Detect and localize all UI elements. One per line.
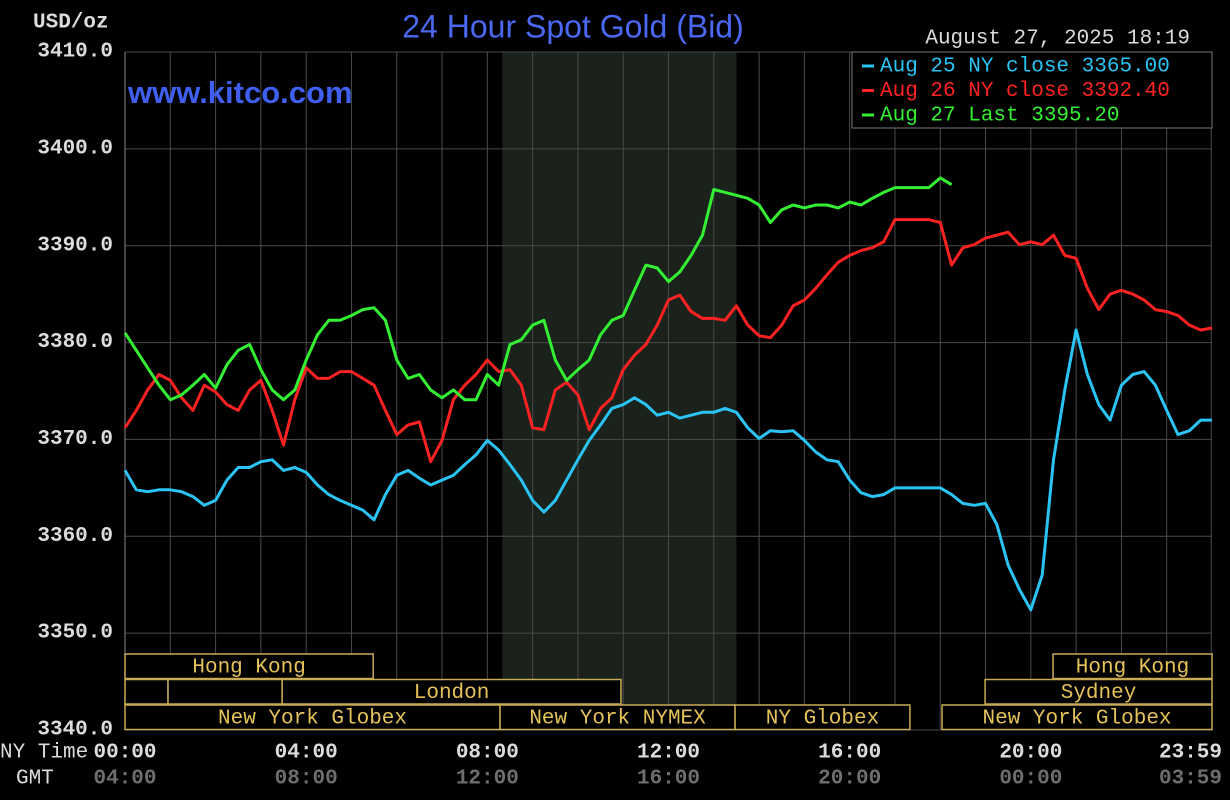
session-label: New York Globex — [983, 708, 1172, 731]
session-label: Hong Kong — [192, 657, 305, 680]
x2-tick-label: 16:00 — [637, 768, 700, 791]
x-tick-label: 08:00 — [456, 742, 519, 765]
legend-label: Aug 26 NY close 3392.40 — [880, 80, 1170, 103]
session-label: Sydney — [1061, 682, 1137, 705]
y-tick-label: 3400.0 — [37, 137, 113, 160]
y-axis-label: USD/oz — [33, 12, 109, 35]
x2-tick-label: 00:00 — [999, 768, 1062, 791]
y-tick-label: 3360.0 — [37, 525, 113, 548]
session-box — [499, 704, 736, 731]
series-line — [123, 176, 953, 402]
series-line — [123, 218, 1213, 464]
session-box — [1052, 653, 1213, 680]
session-box — [124, 653, 374, 680]
x-tick-label: 20:00 — [999, 742, 1062, 765]
session-label: Hong Kong — [1076, 657, 1189, 680]
y-tick-label: 3340.0 — [37, 719, 113, 742]
session-box — [124, 704, 501, 731]
y-tick-label: 3410.0 — [37, 41, 113, 64]
x2-tick-label: 04:00 — [93, 768, 156, 791]
legend-label: Aug 25 NY close 3365.00 — [880, 56, 1170, 79]
x2-tick-label: 03:59 — [1159, 768, 1222, 791]
session-label: London — [414, 682, 490, 705]
x2-tick-label: 08:00 — [275, 768, 338, 791]
x-tick-label: 23:59 — [1159, 742, 1222, 765]
x2-tick-label: 20:00 — [818, 768, 881, 791]
watermark: www.kitco.com — [127, 75, 353, 110]
session-box — [734, 704, 911, 731]
session-box — [124, 678, 169, 705]
session-label: New York NYMEX — [529, 708, 706, 731]
x-axis-label: NY Time — [0, 742, 88, 765]
x-tick-label: 16:00 — [818, 742, 881, 765]
session-box — [281, 678, 622, 705]
x2-axis-label: GMT — [16, 768, 54, 791]
timestamp: August 27, 2025 18:19 — [925, 28, 1190, 51]
x-tick-label: 12:00 — [637, 742, 700, 765]
x-tick-label: 00:00 — [93, 742, 156, 765]
x2-tick-label: 12:00 — [456, 768, 519, 791]
legend-label: Aug 27 Last 3395.20 — [880, 105, 1119, 128]
session-box — [984, 678, 1213, 705]
y-tick-label: 3370.0 — [37, 428, 113, 451]
session-box — [941, 704, 1213, 731]
session-box — [167, 678, 283, 705]
y-tick-label: 3390.0 — [37, 234, 113, 257]
x-tick-label: 04:00 — [275, 742, 338, 765]
y-tick-label: 3350.0 — [37, 622, 113, 645]
session-label: New York Globex — [218, 708, 407, 731]
legend-box — [851, 51, 1213, 129]
y-tick-label: 3380.0 — [37, 331, 113, 354]
series-line — [123, 328, 1212, 612]
session-label: NY Globex — [766, 708, 879, 731]
shaded-region — [502, 52, 737, 730]
chart-title: 24 Hour Spot Gold (Bid) — [402, 8, 744, 44]
